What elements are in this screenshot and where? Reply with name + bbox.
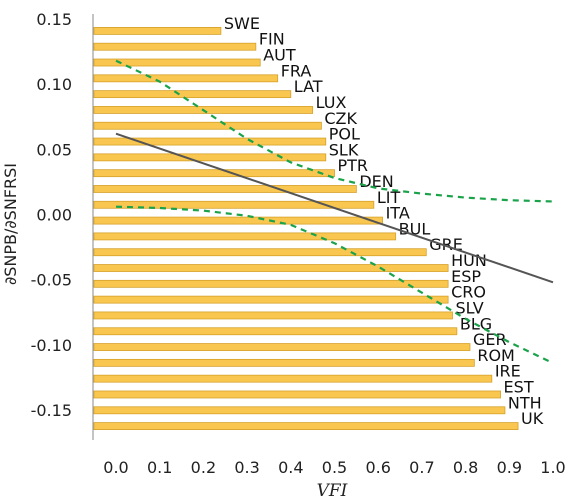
- bar-labels-group: SWEFINAUTFRALATLUXCZKPOLSLKPTRDENLITITAB…: [224, 14, 544, 428]
- y-tick-label: -0.15: [31, 401, 72, 420]
- bar-rom: [93, 358, 475, 367]
- x-tick-labels: 0.0 0.1 0.2 0.3 0.4 0.5 0.6 0.7 0.8 0.9 1.0: [103, 458, 565, 477]
- upper-confidence-band: [115, 59, 554, 203]
- bar-label-czk: CZK: [324, 109, 357, 128]
- bar-lat: [93, 90, 292, 99]
- bar-label-nth: NTH: [508, 393, 542, 412]
- bar-label-cro: CRO: [451, 283, 486, 302]
- x-tick-label: 0.0: [103, 458, 128, 477]
- bar-hun: [93, 264, 449, 272]
- bar-est: [93, 390, 501, 399]
- y-tick-labels: 0.15 0.10 0.05 0.00 -0.05 -0.10 -0.15: [31, 10, 72, 420]
- bar-label-rom: ROM: [477, 346, 515, 365]
- bar-czk: [93, 121, 322, 130]
- bar-label-ger: GER: [473, 330, 507, 349]
- bar-uk: [93, 422, 519, 430]
- bar-label-uk: UK: [521, 409, 544, 428]
- bar-label-pol: POL: [329, 125, 360, 144]
- bar-label-swe: SWE: [224, 14, 260, 33]
- bar-ita: [93, 216, 383, 225]
- x-tick-label: 0.3: [234, 458, 259, 477]
- x-tick-label: 0.9: [497, 458, 522, 477]
- bar-fra: [93, 74, 279, 83]
- bar-aut: [93, 58, 261, 67]
- lower-confidence-band: [115, 205, 554, 365]
- x-axis-title: VFI: [317, 481, 348, 501]
- x-tick-label: 0.1: [147, 458, 172, 477]
- fit-line: [115, 132, 554, 284]
- x-tick-label: 0.6: [365, 458, 390, 477]
- x-tick-label: 0.8: [453, 458, 478, 477]
- bar-label-ptr: PTR: [338, 156, 369, 175]
- bar-label-slk: SLK: [329, 140, 359, 159]
- x-tick-label: 0.7: [409, 458, 434, 477]
- bar-ger: [93, 343, 471, 351]
- bar-label-den: DEN: [359, 172, 393, 191]
- y-tick-label: -0.05: [31, 271, 72, 290]
- bar-lit: [93, 200, 375, 209]
- bar-nth: [93, 406, 506, 415]
- bar-label-ita: ITA: [386, 204, 410, 223]
- bar-label-fin: FIN: [259, 30, 285, 49]
- x-tick-label: 0.2: [191, 458, 216, 477]
- bar-label-ire: IRE: [495, 362, 521, 381]
- bar-slv: [93, 311, 453, 320]
- bar-label-aut: AUT: [263, 46, 296, 65]
- bar-fin: [93, 42, 257, 51]
- bar-label-slv: SLV: [455, 298, 483, 317]
- bars-group: [93, 27, 519, 430]
- bar-label-est: EST: [504, 377, 534, 396]
- bar-label-esp: ESP: [451, 267, 481, 286]
- bar-blg: [93, 327, 458, 336]
- y-axis-title: ∂SNPB/∂SNFRSI: [1, 163, 20, 285]
- bar-esp: [93, 279, 449, 288]
- bar-label-lat: LAT: [294, 77, 323, 96]
- bar-label-fra: FRA: [281, 61, 312, 80]
- y-tick-label: -0.10: [31, 336, 72, 355]
- bar-slk: [93, 153, 327, 162]
- bar-cro: [93, 295, 449, 304]
- y-tick-label: 0.05: [36, 140, 72, 159]
- y-tick-label: 0.10: [36, 75, 72, 94]
- bar-ptr: [93, 169, 335, 178]
- bar-swe: [93, 27, 222, 35]
- x-tick-label: 1.0: [540, 458, 565, 477]
- bar-gre: [93, 248, 427, 257]
- bar-pol: [93, 137, 327, 146]
- bar-ire: [93, 374, 493, 383]
- y-tick-label: 0.00: [36, 206, 72, 225]
- bar-label-lit: LIT: [377, 188, 401, 207]
- bar-den: [93, 185, 357, 193]
- x-tick-label: 0.5: [322, 458, 347, 477]
- x-tick-label: 0.4: [278, 458, 303, 477]
- bar-label-bul: BUL: [399, 219, 431, 238]
- y-tick-label: 0.15: [36, 10, 72, 29]
- bar-bul: [93, 232, 397, 241]
- bar-label-lux: LUX: [316, 93, 347, 112]
